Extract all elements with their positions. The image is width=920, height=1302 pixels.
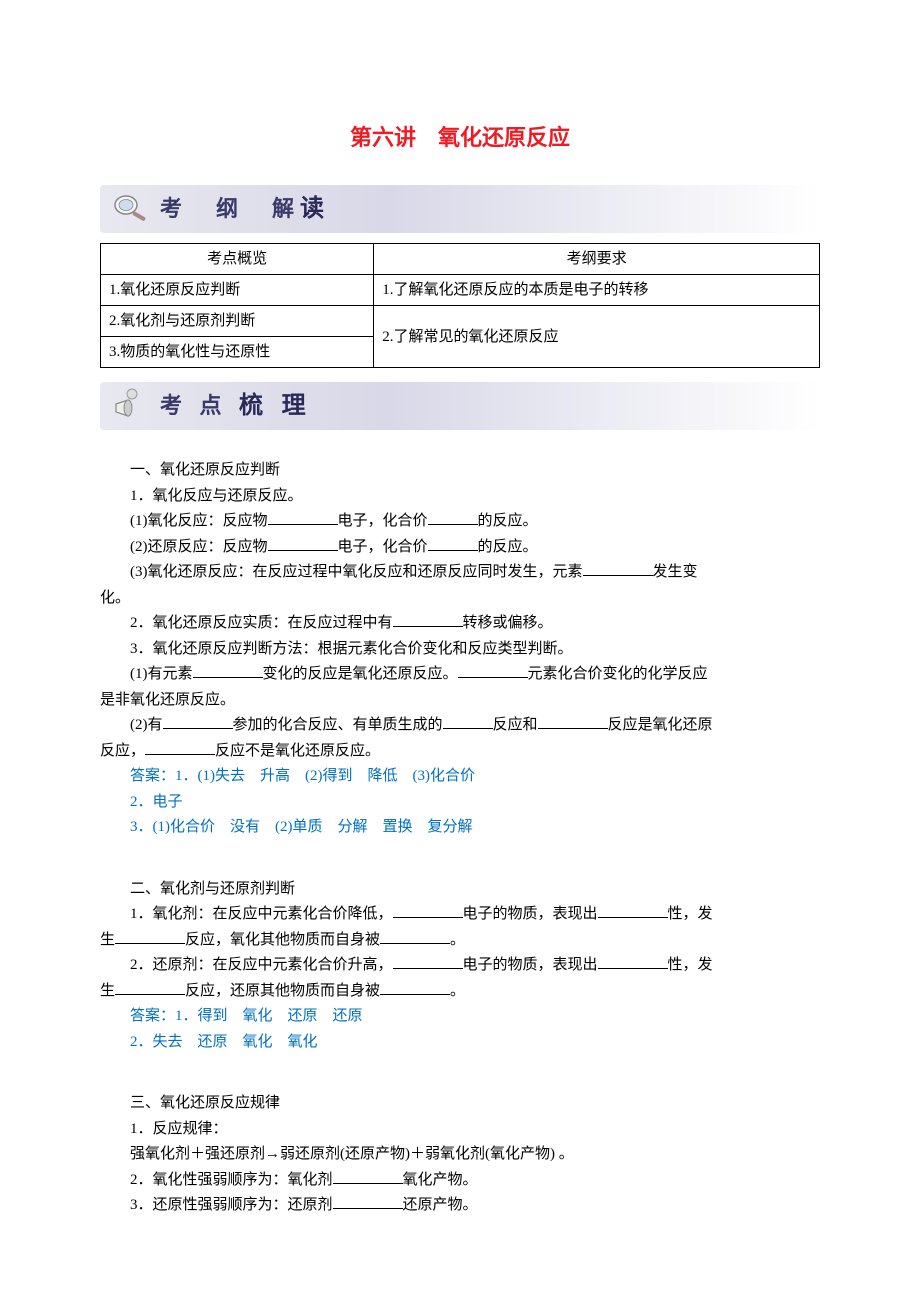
body-text: 反应，反应不是氧化还原反应。 xyxy=(100,739,820,765)
body-text: 1．氧化剂：在反应中元素化合价降低，电子的物质，表现出性，发 xyxy=(100,902,820,928)
body-text: 生反应，氧化其他物质而自身被。 xyxy=(100,928,820,954)
body-text: 化。 xyxy=(100,586,820,612)
body-text: (2)有参加的化合反应、有单质生成的反应和反应是氧化还原 xyxy=(100,713,820,739)
table-cell: 1.了解氧化还原反应的本质是电子的转移 xyxy=(374,275,820,306)
section-heading: 三、氧化还原反应规律 xyxy=(100,1091,820,1117)
body-text: 3．氧化还原反应判断方法：根据元素化合价变化和反应类型判断。 xyxy=(100,637,820,663)
table-cell: 2.氧化剂与还原剂判断 xyxy=(101,306,374,337)
section-1: 一、氧化还原反应判断 1．氧化反应与还原反应。 (1)氧化反应：反应物电子，化合… xyxy=(100,458,820,841)
body-text: 3．还原性强弱顺序为：还原剂还原产物。 xyxy=(100,1193,820,1219)
table-header: 考纲要求 xyxy=(374,244,820,275)
speaker-icon xyxy=(108,386,152,426)
section-2: 二、氧化剂与还原剂判断 1．氧化剂：在反应中元素化合价降低，电子的物质，表现出性… xyxy=(100,877,820,1056)
body-text: (2)还原反应：反应物电子，化合价的反应。 xyxy=(100,535,820,561)
page-title: 第六讲 氧化还原反应 xyxy=(100,120,820,155)
banner-text: 考 纲 解读 xyxy=(160,190,330,228)
banner-kaodian: 考 点 梳 理 xyxy=(100,382,820,430)
body-text: 2．还原剂：在反应中元素化合价升高，电子的物质，表现出性，发 xyxy=(100,953,820,979)
body-text: 1．反应规律： xyxy=(100,1117,820,1143)
table-cell: 3.物质的氧化性与还原性 xyxy=(101,337,374,368)
body-text: 生反应，还原其他物质而自身被。 xyxy=(100,979,820,1005)
section-heading: 一、氧化还原反应判断 xyxy=(100,458,820,484)
answer-text: 3．(1)化合价 没有 (2)单质 分解 置换 复分解 xyxy=(100,815,820,841)
body-text: 是非氧化还原反应。 xyxy=(100,688,820,714)
table-header: 考点概览 xyxy=(101,244,374,275)
table-row: 2.氧化剂与还原剂判断 2.了解常见的氧化还原反应 xyxy=(101,306,820,337)
answer-text: 2．失去 还原 氧化 氧化 xyxy=(100,1030,820,1056)
magnifier-icon xyxy=(108,189,152,229)
table-header-row: 考点概览 考纲要求 xyxy=(101,244,820,275)
body-text: 强氧化剂＋强还原剂→弱还原剂(还原产物)＋弱氧化剂(氧化产物) 。 xyxy=(100,1142,820,1168)
banner-text: 考 点 梳 理 xyxy=(160,387,312,425)
banner-kaogang: 考 纲 解读 xyxy=(100,185,820,233)
section-heading: 二、氧化剂与还原剂判断 xyxy=(100,877,820,903)
answer-text: 答案：1．(1)失去 升高 (2)得到 降低 (3)化合价 xyxy=(100,764,820,790)
body-text: (1)有元素变化的反应是氧化还原反应。元素化合价变化的化学反应 xyxy=(100,662,820,688)
answer-text: 2．电子 xyxy=(100,790,820,816)
answer-text: 答案：1．得到 氧化 还原 还原 xyxy=(100,1004,820,1030)
body-text: (1)氧化反应：反应物电子，化合价的反应。 xyxy=(100,509,820,535)
body-text: 2．氧化还原反应实质：在反应过程中有转移或偏移。 xyxy=(100,611,820,637)
table-cell: 2.了解常见的氧化还原反应 xyxy=(374,306,820,368)
table-cell: 1.氧化还原反应判断 xyxy=(101,275,374,306)
body-text: 1．氧化反应与还原反应。 xyxy=(100,484,820,510)
syllabus-table: 考点概览 考纲要求 1.氧化还原反应判断 1.了解氧化还原反应的本质是电子的转移… xyxy=(100,243,820,368)
section-3: 三、氧化还原反应规律 1．反应规律： 强氧化剂＋强还原剂→弱还原剂(还原产物)＋… xyxy=(100,1091,820,1219)
body-text: 2．氧化性强弱顺序为：氧化剂氧化产物。 xyxy=(100,1168,820,1194)
table-row: 1.氧化还原反应判断 1.了解氧化还原反应的本质是电子的转移 xyxy=(101,275,820,306)
body-text: (3)氧化还原反应：在反应过程中氧化反应和还原反应同时发生，元素发生变 xyxy=(100,560,820,586)
